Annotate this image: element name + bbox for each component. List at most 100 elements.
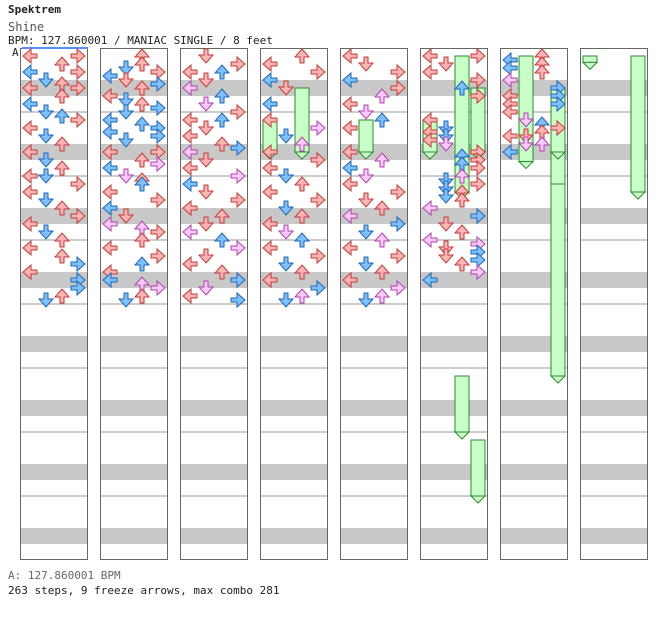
step-arrow <box>70 63 86 81</box>
step-arrow <box>422 123 438 141</box>
step-arrow <box>422 47 438 65</box>
beat-stripe <box>340 400 408 416</box>
freeze-arrow <box>581 55 599 71</box>
step-arrow <box>357 168 375 184</box>
beat-stripe <box>20 208 88 224</box>
beat-stripe <box>180 336 248 352</box>
step-arrow <box>150 279 166 297</box>
step-arrow <box>70 175 86 193</box>
step-arrow <box>470 175 486 193</box>
step-arrow <box>373 88 391 104</box>
step-arrow <box>310 151 326 169</box>
step-arrow <box>293 208 311 224</box>
step-arrow <box>133 256 151 272</box>
step-arrow <box>197 184 215 200</box>
step-arrow <box>133 288 151 304</box>
step-arrow <box>470 87 486 105</box>
step-arrow <box>230 55 246 73</box>
step-arrow <box>230 291 246 309</box>
beat-stripe <box>500 400 568 416</box>
step-arrow <box>422 63 438 81</box>
step-arrow <box>117 132 135 148</box>
step-arrow <box>150 63 166 81</box>
bpm-label: A: 127.860001 BPM <box>8 569 121 582</box>
beat-stripe <box>420 208 488 224</box>
step-arrow <box>342 95 358 113</box>
step-arrow <box>342 71 358 89</box>
step-arrow <box>53 160 71 176</box>
step-arrow <box>22 119 38 137</box>
step-arrow <box>133 80 151 96</box>
step-arrow <box>37 292 55 308</box>
freeze-body <box>582 55 598 63</box>
step-arrow <box>197 96 215 112</box>
step-arrow <box>102 123 118 141</box>
step-arrow <box>102 87 118 105</box>
step-arrow <box>37 224 55 240</box>
step-arrow <box>502 71 518 89</box>
beat-stripe <box>340 464 408 480</box>
freeze-tail <box>517 161 535 170</box>
step-arrow <box>357 224 375 240</box>
step-arrow <box>342 47 358 65</box>
step-arrow <box>213 264 231 280</box>
step-arrow <box>182 287 198 305</box>
step-arrow <box>470 235 486 253</box>
step-arrow <box>517 136 535 152</box>
beat-stripe <box>20 272 88 288</box>
beat-stripe <box>100 400 168 416</box>
step-arrow <box>533 64 551 80</box>
step-arrow <box>102 111 118 129</box>
beat-stripe <box>340 144 408 160</box>
step-arrow <box>470 47 486 65</box>
step-arrow <box>150 247 166 265</box>
beat-stripe <box>340 336 408 352</box>
step-arrow <box>437 188 455 204</box>
step-arrow <box>470 251 486 269</box>
step-arrow <box>262 143 278 161</box>
chart-stats: 263 steps, 9 freeze arrows, max combo 28… <box>8 584 280 597</box>
step-arrow <box>213 64 231 80</box>
step-arrow <box>293 176 311 192</box>
freeze-body <box>470 439 486 497</box>
step-arrow <box>373 232 391 248</box>
step-arrow <box>37 152 55 168</box>
step-arrow <box>150 99 166 117</box>
beat-stripe <box>580 208 648 224</box>
step-arrow <box>133 176 151 192</box>
step-arrow <box>213 136 231 152</box>
step-arrow <box>277 200 295 216</box>
step-arrow <box>470 243 486 261</box>
step-arrow <box>150 223 166 241</box>
step-arrow <box>342 207 358 225</box>
beat-stripe <box>100 464 168 480</box>
step-arrow <box>422 111 438 129</box>
beat-stripe <box>260 528 328 544</box>
step-arrow <box>182 223 198 241</box>
beat-stripe <box>500 464 568 480</box>
step-arrow <box>133 232 151 248</box>
step-arrow <box>262 55 278 73</box>
step-arrow <box>197 152 215 168</box>
step-arrow <box>453 156 471 172</box>
step-arrow <box>342 159 358 177</box>
freeze-arrow <box>549 183 567 384</box>
step-arrow <box>70 271 86 289</box>
column-border <box>260 48 328 560</box>
step-arrow <box>102 183 118 201</box>
step-arrow <box>357 192 375 208</box>
step-arrow <box>390 247 406 265</box>
beat-stripe <box>580 272 648 288</box>
step-arrow <box>230 103 246 121</box>
step-arrow <box>150 143 166 161</box>
beat-stripe <box>340 80 408 96</box>
step-arrow <box>550 79 566 97</box>
freeze-tail <box>549 151 567 160</box>
step-arrow <box>22 79 38 97</box>
step-arrow <box>342 119 358 137</box>
step-arrow <box>53 248 71 264</box>
step-arrow <box>470 207 486 225</box>
beat-stripe <box>260 336 328 352</box>
step-arrow <box>277 292 295 308</box>
step-arrow <box>293 288 311 304</box>
